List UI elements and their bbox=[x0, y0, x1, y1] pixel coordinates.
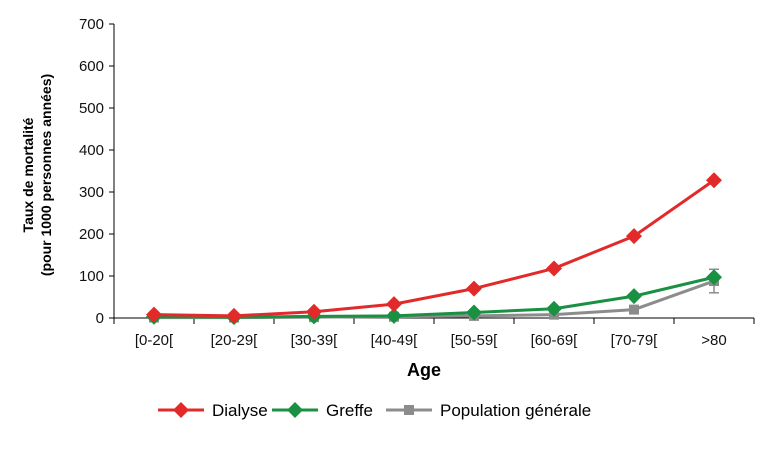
legend-label: Population générale bbox=[440, 401, 591, 420]
data-point bbox=[626, 288, 642, 305]
data-point bbox=[226, 307, 242, 324]
y-tick-label: 700 bbox=[79, 16, 104, 33]
legend: Dialyse Greffe Population générale bbox=[158, 401, 591, 420]
x-axis-title: Age bbox=[407, 360, 441, 380]
y-axis-title-line1: Taux de mortalité bbox=[20, 117, 36, 232]
y-tick-label: 0 bbox=[96, 310, 104, 327]
y-tick-label: 400 bbox=[79, 142, 104, 159]
legend-label: Greffe bbox=[326, 401, 373, 420]
data-point bbox=[706, 172, 722, 189]
x-tick-label: [60-69[ bbox=[531, 332, 579, 349]
x-tick-label: >80 bbox=[701, 332, 726, 349]
x-tick-label: [30-39[ bbox=[291, 332, 339, 349]
legend-marker bbox=[404, 405, 414, 415]
series-line bbox=[152, 275, 716, 319]
data-point bbox=[386, 307, 402, 324]
series-dialyse bbox=[146, 172, 722, 324]
legend-item: Population générale bbox=[386, 401, 591, 420]
series-line bbox=[152, 178, 716, 318]
data-point bbox=[146, 306, 162, 323]
x-ticks: [0-20[ [20-29[ [30-39[ [40-49[ [50-59[ [60-69… bbox=[113, 318, 755, 349]
legend-marker bbox=[173, 402, 189, 418]
legend-marker bbox=[287, 402, 303, 418]
data-point bbox=[386, 296, 402, 313]
x-tick-label: [70-79[ bbox=[611, 332, 659, 349]
data-point bbox=[706, 269, 722, 286]
y-tick-label: 600 bbox=[79, 58, 104, 75]
x-tick-label: [50-59[ bbox=[451, 332, 499, 349]
series bbox=[146, 172, 722, 326]
y-tick-label: 100 bbox=[79, 268, 104, 285]
data-point bbox=[306, 303, 322, 320]
y-tick-label: 500 bbox=[79, 100, 104, 117]
x-tick-label: [40-49[ bbox=[371, 332, 419, 349]
data-point bbox=[546, 260, 562, 277]
y-axis-title-line2: (pour 1000 personnes années) bbox=[38, 74, 54, 276]
y-tick-label: 200 bbox=[79, 226, 104, 243]
y-ticks: 0 100 200 300 400 500 600 700 bbox=[79, 16, 114, 327]
x-tick-label: [0-20[ bbox=[135, 332, 174, 349]
data-point bbox=[626, 228, 642, 245]
x-tick-label: [20-29[ bbox=[211, 332, 259, 349]
data-point bbox=[546, 300, 562, 317]
legend-label: Dialyse bbox=[212, 401, 268, 420]
data-point bbox=[466, 280, 482, 297]
y-tick-label: 300 bbox=[79, 184, 104, 201]
axes bbox=[113, 24, 754, 319]
data-point bbox=[629, 304, 639, 315]
legend-item: Greffe bbox=[272, 401, 373, 420]
legend-item: Dialyse bbox=[158, 401, 268, 420]
data-point bbox=[466, 304, 482, 321]
